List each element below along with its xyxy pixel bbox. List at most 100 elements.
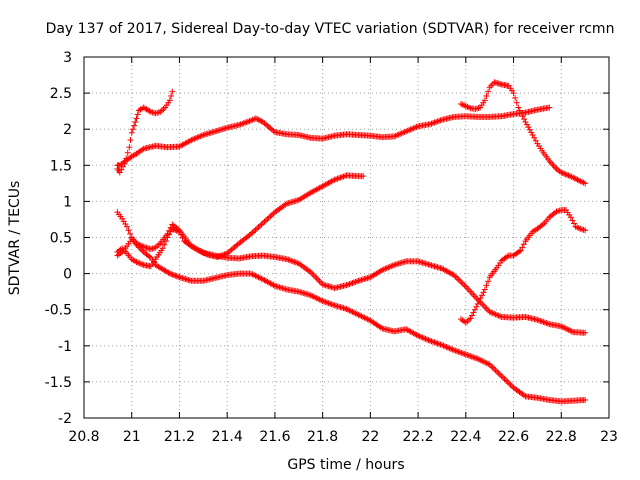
data-point (356, 312, 363, 319)
data-point (166, 97, 173, 104)
data-point (486, 308, 493, 315)
data-point (541, 319, 548, 326)
data-point (526, 126, 533, 133)
data-point (192, 135, 199, 142)
data-point (316, 296, 323, 303)
data-point (510, 90, 517, 97)
data-point (360, 173, 367, 180)
data-point (401, 128, 408, 135)
data-point (438, 342, 445, 349)
data-point (389, 262, 396, 269)
data-point (515, 104, 522, 111)
data-point (159, 245, 166, 252)
x-tick-label: 21 (123, 429, 141, 445)
data-point (498, 373, 505, 380)
data-point (461, 282, 468, 289)
data-point (285, 256, 292, 263)
data-point (161, 241, 168, 248)
data-point (528, 129, 535, 136)
data-point (133, 241, 140, 248)
data-point (249, 271, 256, 278)
data-point (550, 162, 557, 169)
data-point (352, 310, 359, 317)
data-point (291, 258, 298, 265)
data-point (316, 278, 323, 285)
data-point (535, 317, 542, 324)
data-point (477, 295, 484, 302)
data-point (483, 360, 490, 367)
data-point (131, 122, 138, 129)
data-point (240, 120, 247, 127)
data-point (431, 339, 438, 346)
data-point (441, 343, 448, 350)
data-point (310, 293, 317, 300)
data-point (458, 349, 465, 356)
data-point (133, 259, 140, 266)
data-point (125, 227, 132, 234)
data-point (313, 295, 320, 302)
data-point (467, 315, 474, 322)
data-point (582, 227, 589, 234)
data-point (136, 244, 143, 251)
data-point (409, 125, 416, 132)
data-point (540, 221, 547, 228)
y-tick-label: 2.5 (50, 86, 72, 102)
data-point (476, 356, 483, 363)
y-tick-label: 2 (63, 122, 72, 138)
data-point (558, 323, 565, 330)
data-point (386, 263, 393, 270)
data-point (519, 244, 526, 251)
data-point (582, 180, 589, 187)
data-point (123, 155, 130, 162)
data-point (492, 367, 499, 374)
data-point (385, 264, 392, 271)
data-point (252, 226, 259, 233)
data-point (489, 364, 496, 371)
data-point (339, 174, 346, 181)
data-point (398, 130, 405, 137)
data-point (407, 126, 414, 133)
data-point (255, 274, 262, 281)
data-point (397, 130, 404, 137)
data-point (137, 260, 144, 267)
y-tick-label: 0 (63, 267, 72, 283)
data-point (318, 297, 325, 304)
data-point (567, 327, 574, 334)
data-point (452, 273, 459, 280)
data-point (358, 313, 365, 320)
data-point (139, 146, 146, 153)
data-point (336, 175, 343, 182)
data-point (392, 132, 399, 139)
data-point (395, 131, 402, 138)
data-point (479, 292, 486, 299)
data-point (155, 241, 162, 248)
data-point (568, 328, 575, 335)
data-point (582, 329, 589, 336)
data-point (312, 294, 319, 301)
data-point (482, 304, 489, 311)
x-tick-label: 21.2 (164, 429, 195, 445)
data-point (516, 107, 523, 114)
data-point (456, 349, 463, 356)
data-point (506, 380, 513, 387)
data-point (264, 122, 271, 129)
data-point (485, 278, 492, 285)
data-point (567, 214, 574, 221)
data-point (486, 361, 493, 368)
data-point (421, 335, 428, 342)
data-point (504, 253, 511, 260)
data-point (245, 118, 252, 125)
data-point (146, 253, 153, 260)
y-tick-label: 0.5 (50, 231, 72, 247)
data-point (525, 124, 532, 131)
data-point (264, 215, 271, 222)
data-point (465, 352, 472, 359)
data-point (270, 282, 277, 289)
data-point (261, 218, 268, 225)
data-point (252, 272, 259, 279)
data-point (225, 249, 232, 256)
data-point (292, 259, 299, 266)
data-point (166, 270, 173, 277)
data-point (165, 269, 172, 276)
data-point (313, 275, 320, 282)
